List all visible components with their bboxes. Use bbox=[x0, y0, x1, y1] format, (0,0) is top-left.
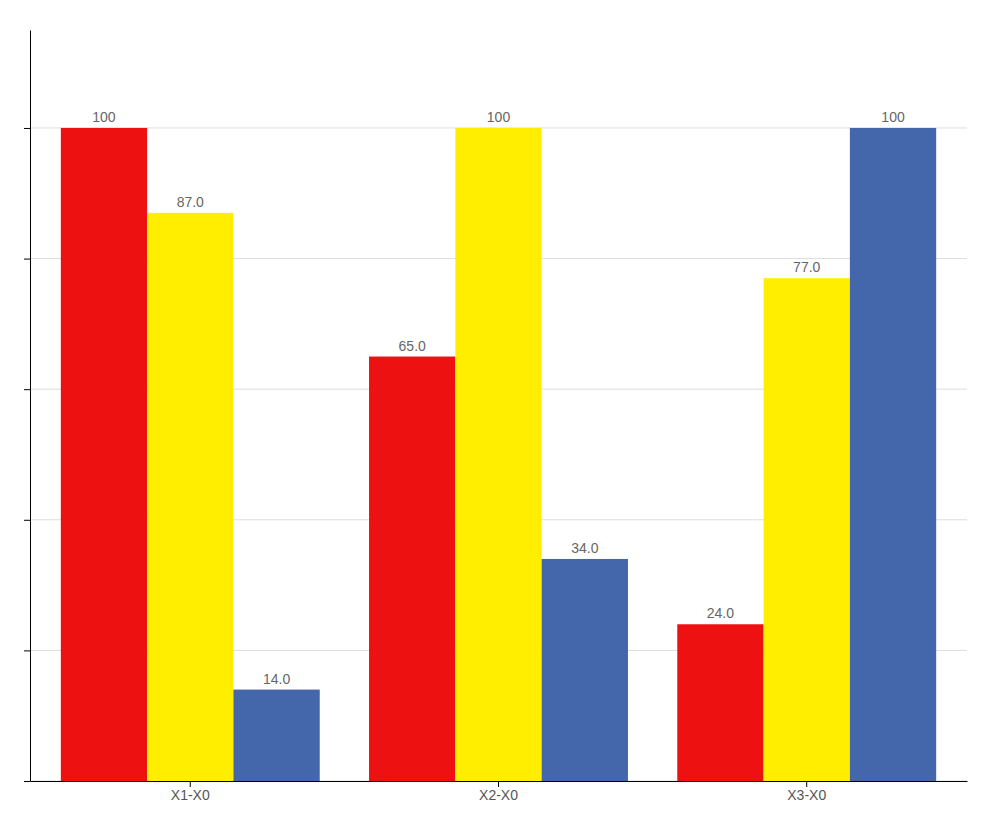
y-tick bbox=[24, 781, 30, 782]
grid bbox=[30, 128, 967, 781]
bar bbox=[677, 624, 763, 781]
bar bbox=[542, 559, 628, 781]
data-label: 34.0 bbox=[571, 540, 598, 556]
data-label: 87.0 bbox=[177, 194, 204, 210]
bar-series bbox=[233, 128, 936, 781]
plot: 100 65.0 24.0 87.0 100 77.0 14.0 34.0 100 X1-X0 X2… bbox=[24, 31, 968, 803]
bar bbox=[61, 128, 147, 781]
y-tick bbox=[24, 389, 30, 390]
bar bbox=[455, 128, 541, 781]
bar bbox=[233, 690, 319, 781]
bar bbox=[764, 278, 850, 781]
chart: 100 65.0 24.0 87.0 100 77.0 14.0 34.0 100 X1-X0 X2… bbox=[0, 0, 991, 831]
data-labels: 100 65.0 24.0 87.0 100 77.0 14.0 34.0 100 bbox=[92, 109, 905, 687]
x-tick-label: X3-X0 bbox=[787, 787, 826, 803]
bar-series bbox=[61, 128, 764, 781]
bar-series bbox=[147, 128, 850, 781]
y-tick-mark bbox=[24, 389, 30, 390]
y-axis bbox=[24, 31, 31, 782]
data-label: 24.0 bbox=[707, 605, 734, 621]
data-label: 100 bbox=[92, 109, 116, 125]
x-tick: X2-X0 bbox=[479, 781, 518, 803]
bar bbox=[147, 213, 233, 781]
y-tick bbox=[24, 650, 30, 651]
y-tick bbox=[24, 259, 30, 260]
y-tick bbox=[24, 520, 30, 521]
data-label: 100 bbox=[487, 109, 511, 125]
y-tick bbox=[24, 128, 30, 129]
data-label: 100 bbox=[881, 109, 905, 125]
bar bbox=[850, 128, 936, 781]
y-tick-mark bbox=[24, 128, 30, 129]
x-tick: X1-X0 bbox=[171, 781, 210, 803]
y-tick-mark bbox=[24, 650, 30, 651]
x-tick-label: X2-X0 bbox=[479, 787, 518, 803]
x-axis: X1-X0 X2-X0 X3-X0 bbox=[31, 781, 968, 803]
y-tick-mark bbox=[24, 259, 30, 260]
data-label: 14.0 bbox=[263, 671, 290, 687]
data-label: 65.0 bbox=[399, 338, 426, 354]
y-tick-mark bbox=[24, 781, 30, 782]
bar bbox=[369, 357, 455, 781]
x-tick-label: X1-X0 bbox=[171, 787, 210, 803]
y-tick-mark bbox=[24, 520, 30, 521]
data-label: 77.0 bbox=[793, 259, 820, 275]
y-axis-line bbox=[30, 31, 31, 782]
bars bbox=[61, 128, 936, 781]
x-tick: X3-X0 bbox=[787, 781, 826, 803]
